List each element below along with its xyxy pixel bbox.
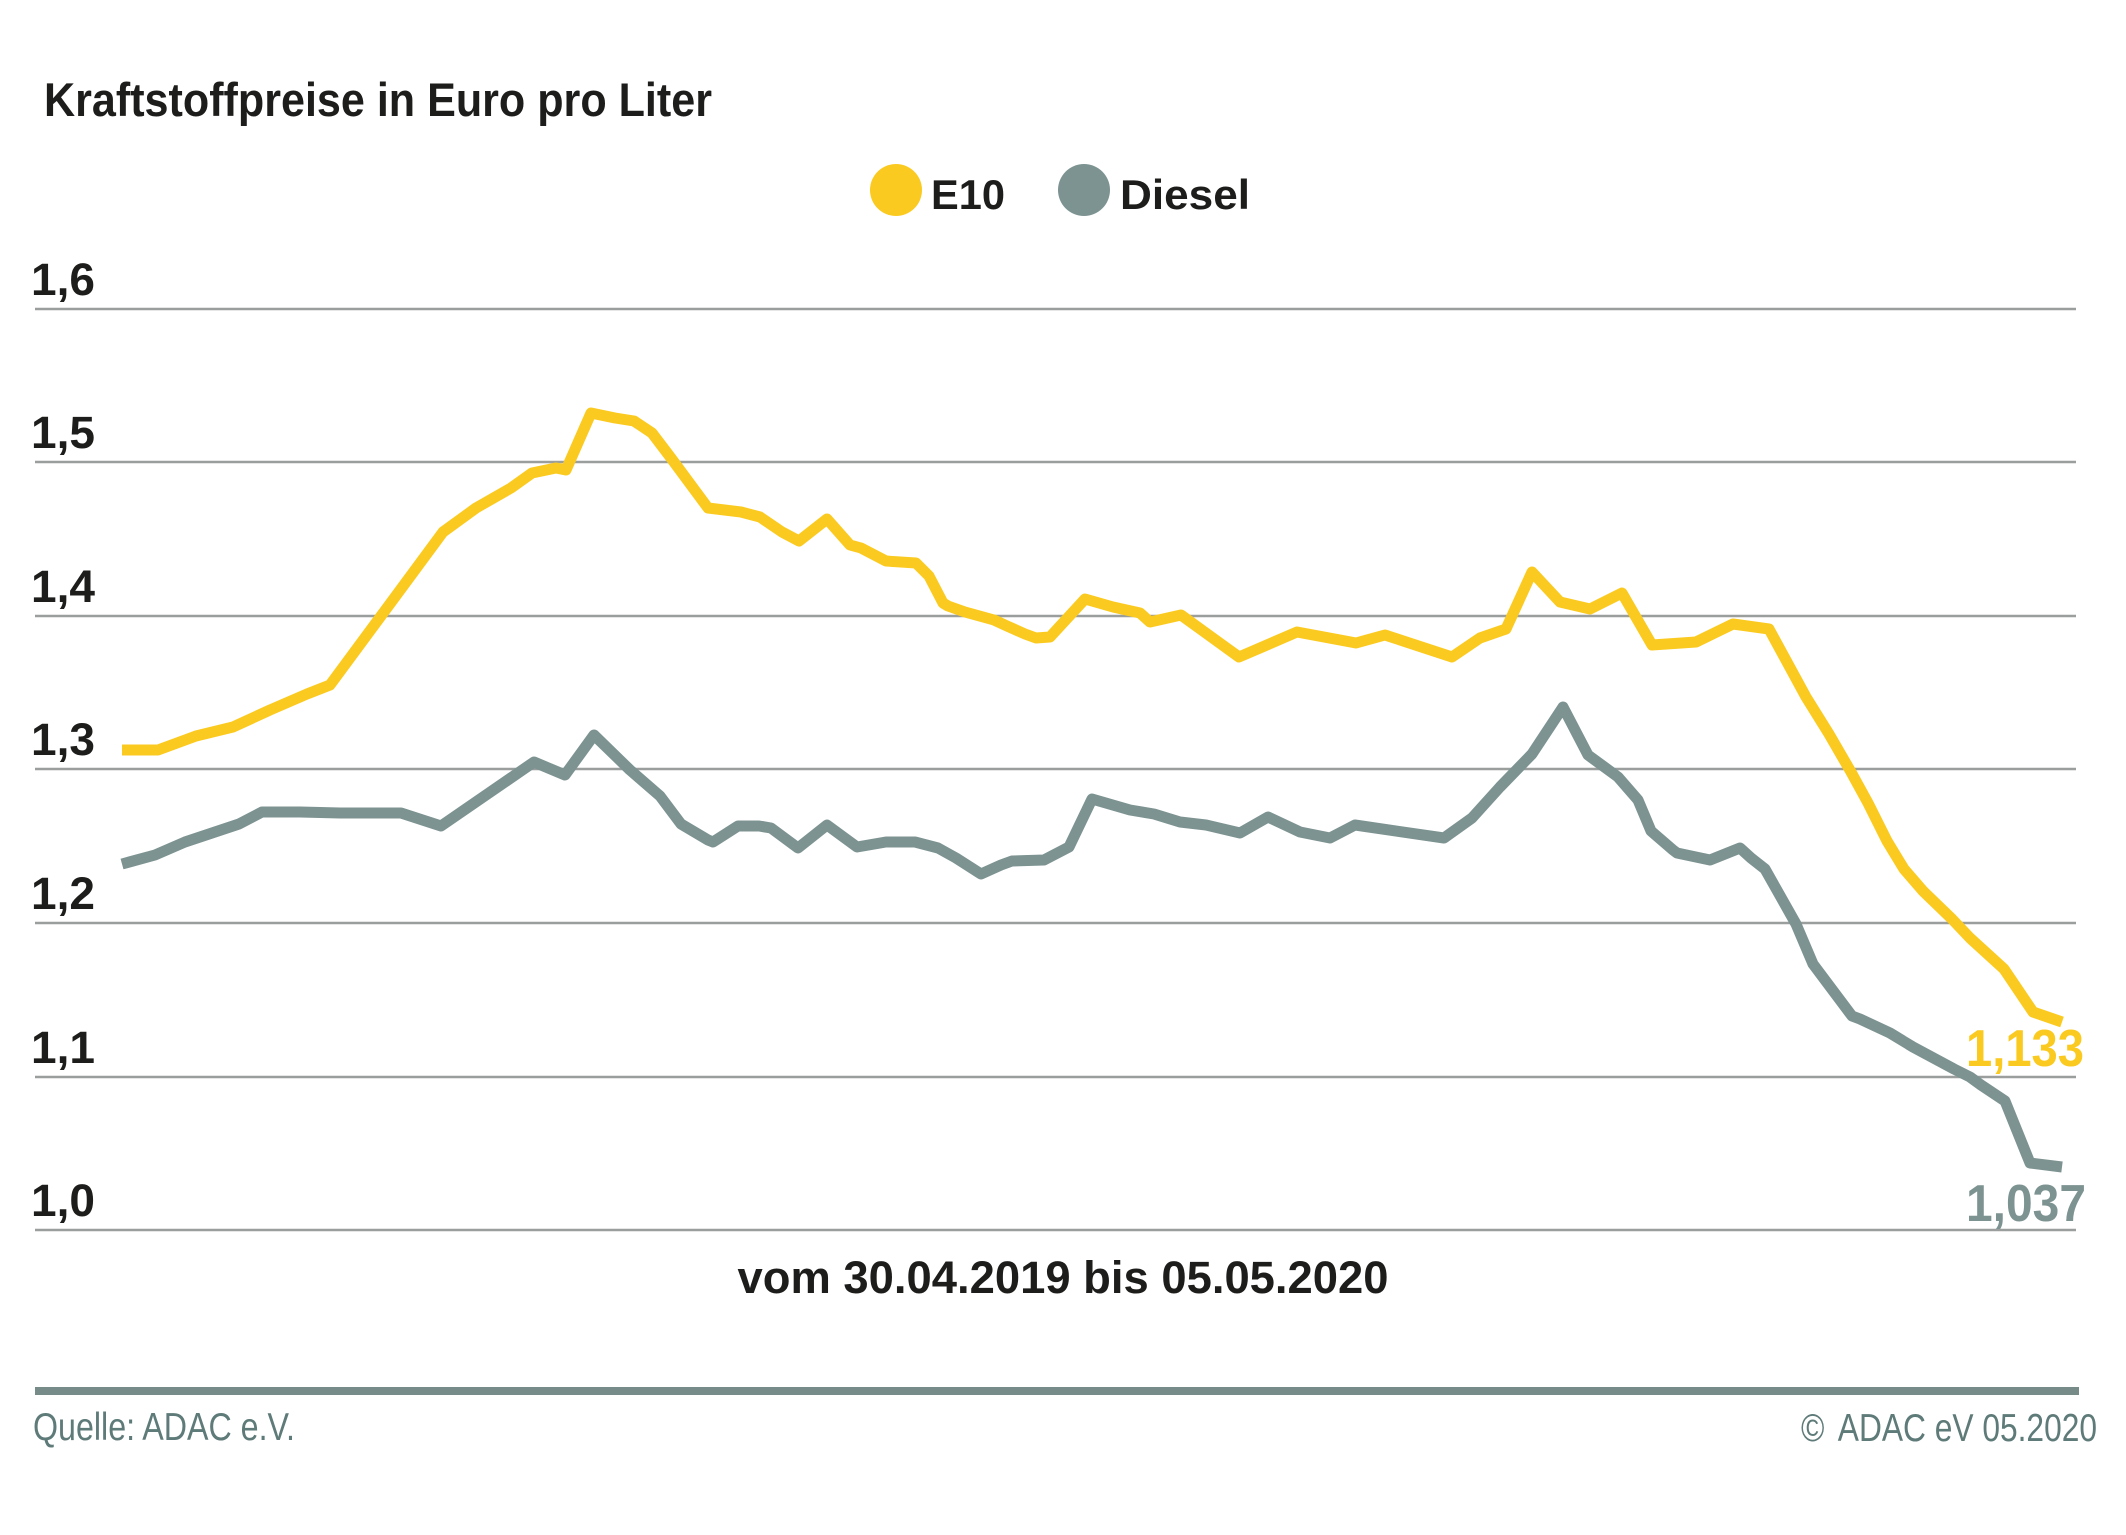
svg-text:1,1: 1,1 [31,1022,95,1073]
svg-text:© ADAC eV 05.2020: © ADAC eV 05.2020 [1801,1407,2097,1450]
svg-text:1,133: 1,133 [1966,1020,2084,1078]
svg-text:E10: E10 [931,171,1005,218]
svg-text:1,037: 1,037 [1966,1175,2086,1233]
svg-text:1,3: 1,3 [31,714,95,765]
svg-text:Kraftstoffpreise in Euro pro L: Kraftstoffpreise in Euro pro Liter [44,73,712,126]
svg-text:Quelle: ADAC e.V.: Quelle: ADAC e.V. [33,1406,295,1449]
svg-text:1,6: 1,6 [31,254,95,305]
svg-text:Diesel: Diesel [1120,171,1250,218]
svg-text:1,5: 1,5 [31,407,95,458]
svg-text:1,4: 1,4 [31,561,95,612]
svg-text:vom 30.04.2019 bis 05.05.2020: vom 30.04.2019 bis 05.05.2020 [738,1252,1389,1303]
svg-text:1,2: 1,2 [31,868,95,919]
svg-text:1,0: 1,0 [31,1175,95,1226]
